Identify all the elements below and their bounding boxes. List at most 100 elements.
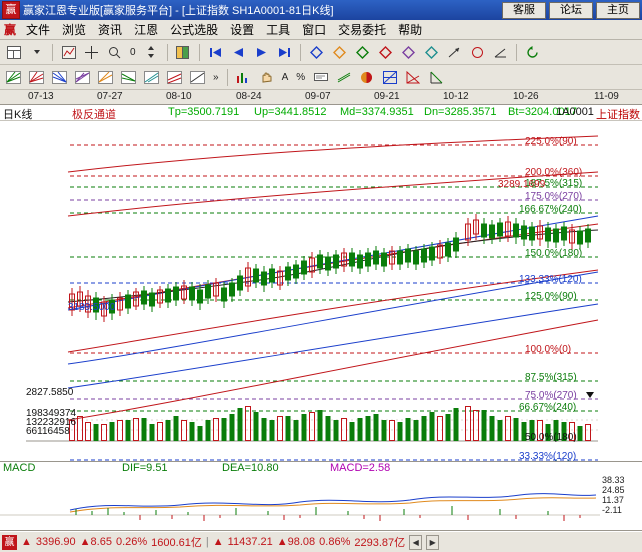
angle-tool-icon[interactable] bbox=[490, 42, 511, 63]
channel-tool-icon[interactable] bbox=[333, 67, 354, 88]
time-tick: 09-21 bbox=[374, 91, 400, 102]
sz-index-volume: 2293.87亿 bbox=[354, 537, 406, 549]
bar-count-field[interactable]: 0 bbox=[130, 46, 136, 58]
sh-index-volume: 1600.61亿 bbox=[151, 537, 202, 549]
menu-item-settings[interactable]: 设置 bbox=[230, 23, 255, 37]
toolbar-separator-3 bbox=[198, 43, 200, 61]
fan-tool-7-icon[interactable] bbox=[141, 67, 162, 88]
gann-box-icon[interactable] bbox=[379, 67, 400, 88]
menu-item-tools[interactable]: 工具 bbox=[266, 23, 291, 37]
sh-index-percent: 0.26% bbox=[115, 536, 148, 548]
gann-level-label: 100.0%(0) bbox=[525, 344, 572, 355]
symbol-code-label: 1A0001 bbox=[556, 106, 594, 118]
menu-item-gann[interactable]: 江恩 bbox=[134, 23, 159, 37]
macd-title: MACD bbox=[3, 462, 36, 474]
gann-level-label: 166.67%(240) bbox=[519, 204, 582, 215]
fan-tool-8-icon[interactable] bbox=[164, 67, 185, 88]
home-button[interactable]: 主页 bbox=[596, 1, 640, 19]
diamond-teal-icon[interactable] bbox=[421, 42, 442, 63]
gann-fan-icon[interactable] bbox=[402, 67, 423, 88]
prev-bar-icon[interactable] bbox=[228, 42, 249, 63]
hand-icon[interactable] bbox=[256, 67, 277, 88]
menu-item-trading[interactable]: 交易委托 bbox=[338, 23, 387, 37]
diamond-green-icon[interactable] bbox=[352, 42, 373, 63]
menu-item-help[interactable]: 帮助 bbox=[398, 23, 423, 37]
fan-tool-4-icon[interactable] bbox=[72, 67, 93, 88]
sz-index-percent: 0.86% bbox=[319, 536, 351, 548]
time-tick: 08-10 bbox=[166, 91, 192, 102]
macd-panel[interactable]: MACD DIF=9.51 DEA=10.80 MACD=2.58 38.33 … bbox=[0, 462, 642, 531]
fan-tool-6-icon[interactable] bbox=[118, 67, 139, 88]
macd-dea-label: DEA=10.80 bbox=[222, 462, 279, 474]
diamond-purple-icon[interactable] bbox=[398, 42, 419, 63]
first-bar-icon[interactable] bbox=[205, 42, 226, 63]
label-tool-icon[interactable] bbox=[310, 67, 331, 88]
fan-tool-5-icon[interactable] bbox=[95, 67, 116, 88]
menu-item-news[interactable]: 资讯 bbox=[98, 23, 123, 37]
toolbar-separator bbox=[52, 43, 53, 61]
price-plot[interactable]: 225.0%(90) 200.0%(360) 187.5%(315) 175.0… bbox=[0, 120, 642, 461]
forum-button[interactable]: 论坛 bbox=[549, 1, 593, 19]
gann-level-label: 75.0%(270) bbox=[525, 390, 577, 401]
customer-service-button[interactable]: 客服 bbox=[502, 1, 546, 19]
status-scroll-right-button[interactable]: ▶ bbox=[426, 534, 440, 550]
diamond-blue-icon[interactable] bbox=[306, 42, 327, 63]
sh-index-change: ▲8.65 bbox=[79, 536, 112, 548]
text-tool-icon[interactable]: A bbox=[281, 71, 289, 83]
gann-level-label: 200.0%(360) bbox=[525, 167, 583, 178]
toolbar-separator-2 bbox=[166, 43, 168, 61]
menu-bar: 赢 文件 浏览 资讯 江恩 公式选股 设置 工具 窗口 交易委托 帮助 bbox=[0, 20, 642, 40]
time-tick: 09-07 bbox=[305, 91, 331, 102]
grid-view-icon[interactable] bbox=[3, 42, 24, 63]
candlestick-series bbox=[69, 214, 591, 322]
sz-index-value[interactable]: 11437.21 bbox=[227, 536, 273, 548]
more-tools-icon[interactable]: » bbox=[213, 71, 219, 83]
macd-scale: 38.33 24.85 11.37 -2.11 bbox=[600, 475, 642, 515]
fan-tool-3-icon[interactable] bbox=[49, 67, 70, 88]
macd-header: MACD DIF=9.51 DEA=10.80 MACD=2.58 bbox=[0, 462, 642, 475]
volume-scale-label: 198349374 bbox=[26, 408, 77, 419]
zoom-icon[interactable] bbox=[104, 42, 125, 63]
fan-tool-9-icon[interactable] bbox=[187, 67, 208, 88]
status-logo-icon: 赢 bbox=[2, 534, 17, 550]
menu-item-window[interactable]: 窗口 bbox=[302, 23, 327, 37]
gann-level-label: 175.0%(270) bbox=[525, 191, 583, 202]
stepper-icon[interactable] bbox=[141, 42, 162, 63]
gann-level-label: 150.0%(180) bbox=[525, 248, 583, 259]
menu-item-file[interactable]: 文件 bbox=[26, 23, 51, 37]
color-wheel-icon[interactable] bbox=[356, 67, 377, 88]
macd-scale-tick: 11.37 bbox=[602, 495, 624, 505]
crosshair-icon[interactable] bbox=[81, 42, 102, 63]
dn-value-label: Dn=3285.3571 bbox=[424, 106, 497, 118]
up-arrow-icon: ▲ bbox=[21, 536, 32, 548]
status-scroll-left-button[interactable]: ◀ bbox=[409, 534, 423, 550]
fan-tool-2-icon[interactable] bbox=[26, 67, 47, 88]
time-tick: 10-26 bbox=[513, 91, 539, 102]
refresh-icon[interactable] bbox=[522, 42, 543, 63]
main-chart-panel[interactable]: 日K线 极反通道 Tp=3500.7191 Up=3441.8512 Md=33… bbox=[0, 105, 642, 462]
arrow-line-icon[interactable] bbox=[444, 42, 465, 63]
bar-chart-icon[interactable] bbox=[233, 67, 254, 88]
menu-item-formula-screener[interactable]: 公式选股 bbox=[170, 23, 219, 37]
diamond-red-icon[interactable] bbox=[375, 42, 396, 63]
measure-icon[interactable] bbox=[425, 67, 446, 88]
compare-icon[interactable] bbox=[58, 42, 79, 63]
sh-index-value[interactable]: 3396.90 bbox=[35, 536, 76, 548]
title-bar: 赢 赢家江恩专业版[赢家服务平台] - [上证指数 SH1A0001-81日K线… bbox=[0, 0, 642, 20]
support-price-annotation: 3189.5000 bbox=[68, 302, 116, 313]
macd-dif-label: DIF=9.51 bbox=[122, 462, 168, 474]
play-bar-icon[interactable] bbox=[251, 42, 272, 63]
tp-value-label: Tp=3500.7191 bbox=[168, 106, 240, 118]
window-title: 赢家江恩专业版[赢家服务平台] - [上证指数 SH1A0001-81日K线] bbox=[23, 5, 334, 17]
grid-dropdown-icon[interactable] bbox=[26, 42, 47, 63]
percent-icon[interactable]: % bbox=[296, 71, 306, 83]
menu-item-browse[interactable]: 浏览 bbox=[62, 23, 87, 37]
last-bar-icon[interactable] bbox=[274, 42, 295, 63]
fan-tool-1-icon[interactable] bbox=[3, 67, 24, 88]
palette-icon[interactable] bbox=[173, 42, 194, 63]
menu-logo-icon: 赢 bbox=[4, 23, 17, 37]
circle-tool-icon[interactable] bbox=[467, 42, 488, 63]
diamond-orange-icon[interactable] bbox=[329, 42, 350, 63]
gann-level-label: 125.0%(90) bbox=[525, 291, 577, 302]
